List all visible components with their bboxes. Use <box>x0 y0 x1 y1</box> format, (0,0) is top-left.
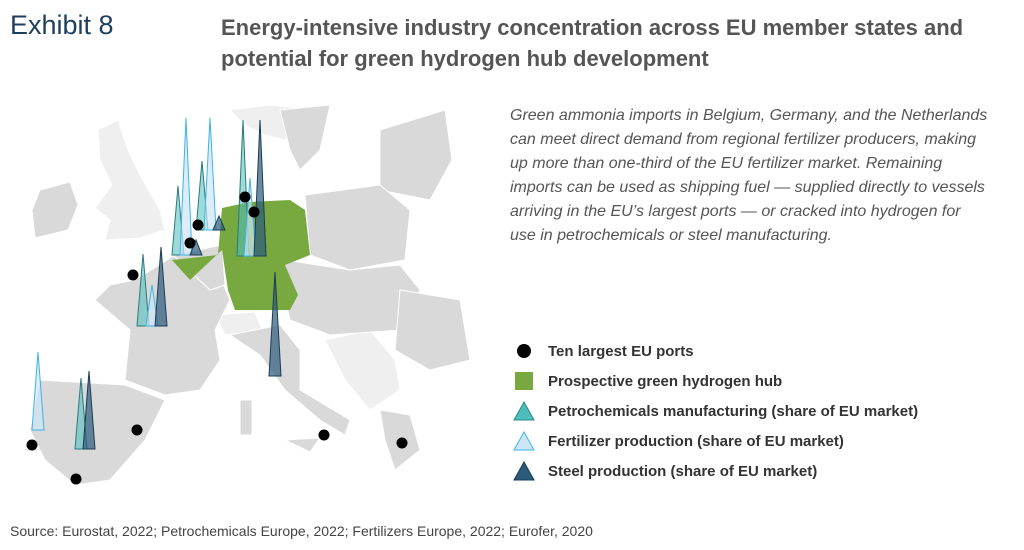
legend-label: Fertilizer production (share of EU marke… <box>548 432 844 450</box>
steel-spike <box>154 246 168 327</box>
steel-triangle-icon <box>513 461 535 481</box>
petro-spike <box>136 253 150 327</box>
page-title: Energy-intensive industry concentration … <box>221 15 964 71</box>
port-dot <box>318 429 330 441</box>
steel-spike <box>253 119 267 257</box>
legend-label: Petrochemicals manufacturing (share of E… <box>548 402 919 420</box>
source-note: Source: Eurostat, 2022; Petrochemicals E… <box>10 523 593 539</box>
port-dot <box>26 439 38 451</box>
steel-spike <box>82 370 96 450</box>
legend-item-steel: Steel production (share of EU market) <box>512 456 918 486</box>
ireland-shape <box>31 181 79 239</box>
petro-spike <box>236 119 250 257</box>
port-dot <box>239 191 251 203</box>
legend: Ten largest EU ports Prospective green h… <box>512 336 918 486</box>
hub-square-icon <box>515 372 533 390</box>
balkans-shape <box>324 329 401 411</box>
port-dot <box>131 424 143 436</box>
description: Green ammonia imports in Belgium, German… <box>510 107 988 244</box>
romania-shape <box>394 289 471 371</box>
port-dot <box>248 206 260 218</box>
legend-label: Ten largest EU ports <box>548 342 694 360</box>
sicily-shape <box>284 437 322 453</box>
port-dot <box>184 237 196 249</box>
legend-item-fertilizer: Fertilizer production (share of EU marke… <box>512 426 918 456</box>
legend-label: Steel production (share of EU market) <box>548 462 818 480</box>
port-dot <box>127 269 139 281</box>
fert-spike <box>31 351 45 431</box>
legend-label: Prospective green hydrogen hub <box>548 372 783 390</box>
port-dot <box>192 219 204 231</box>
baltics-shape <box>379 109 453 201</box>
steel-spike <box>212 214 226 231</box>
iberia-shape <box>29 379 166 486</box>
uk-shape <box>94 119 166 241</box>
port-dot <box>396 437 408 449</box>
legend-item-hub: Prospective green hydrogen hub <box>512 366 918 396</box>
port-dot <box>70 473 82 485</box>
fert-spike <box>145 284 159 327</box>
port-dot-icon <box>517 344 531 358</box>
fertilizer-triangle-icon <box>513 431 535 451</box>
europe-map <box>26 104 471 486</box>
poland-shape <box>304 184 411 271</box>
legend-item-petrochemicals: Petrochemicals manufacturing (share of E… <box>512 396 918 426</box>
legend-item-ports: Ten largest EU ports <box>512 336 918 366</box>
sweden-finland-shape <box>279 104 331 171</box>
fert-spike <box>203 117 217 231</box>
sardinia-shape <box>239 399 253 436</box>
petro-triangle-icon <box>513 401 535 421</box>
steel-spike <box>268 271 282 377</box>
fert-spike <box>179 117 193 256</box>
exhibit-label: Exhibit 8 <box>10 10 114 40</box>
